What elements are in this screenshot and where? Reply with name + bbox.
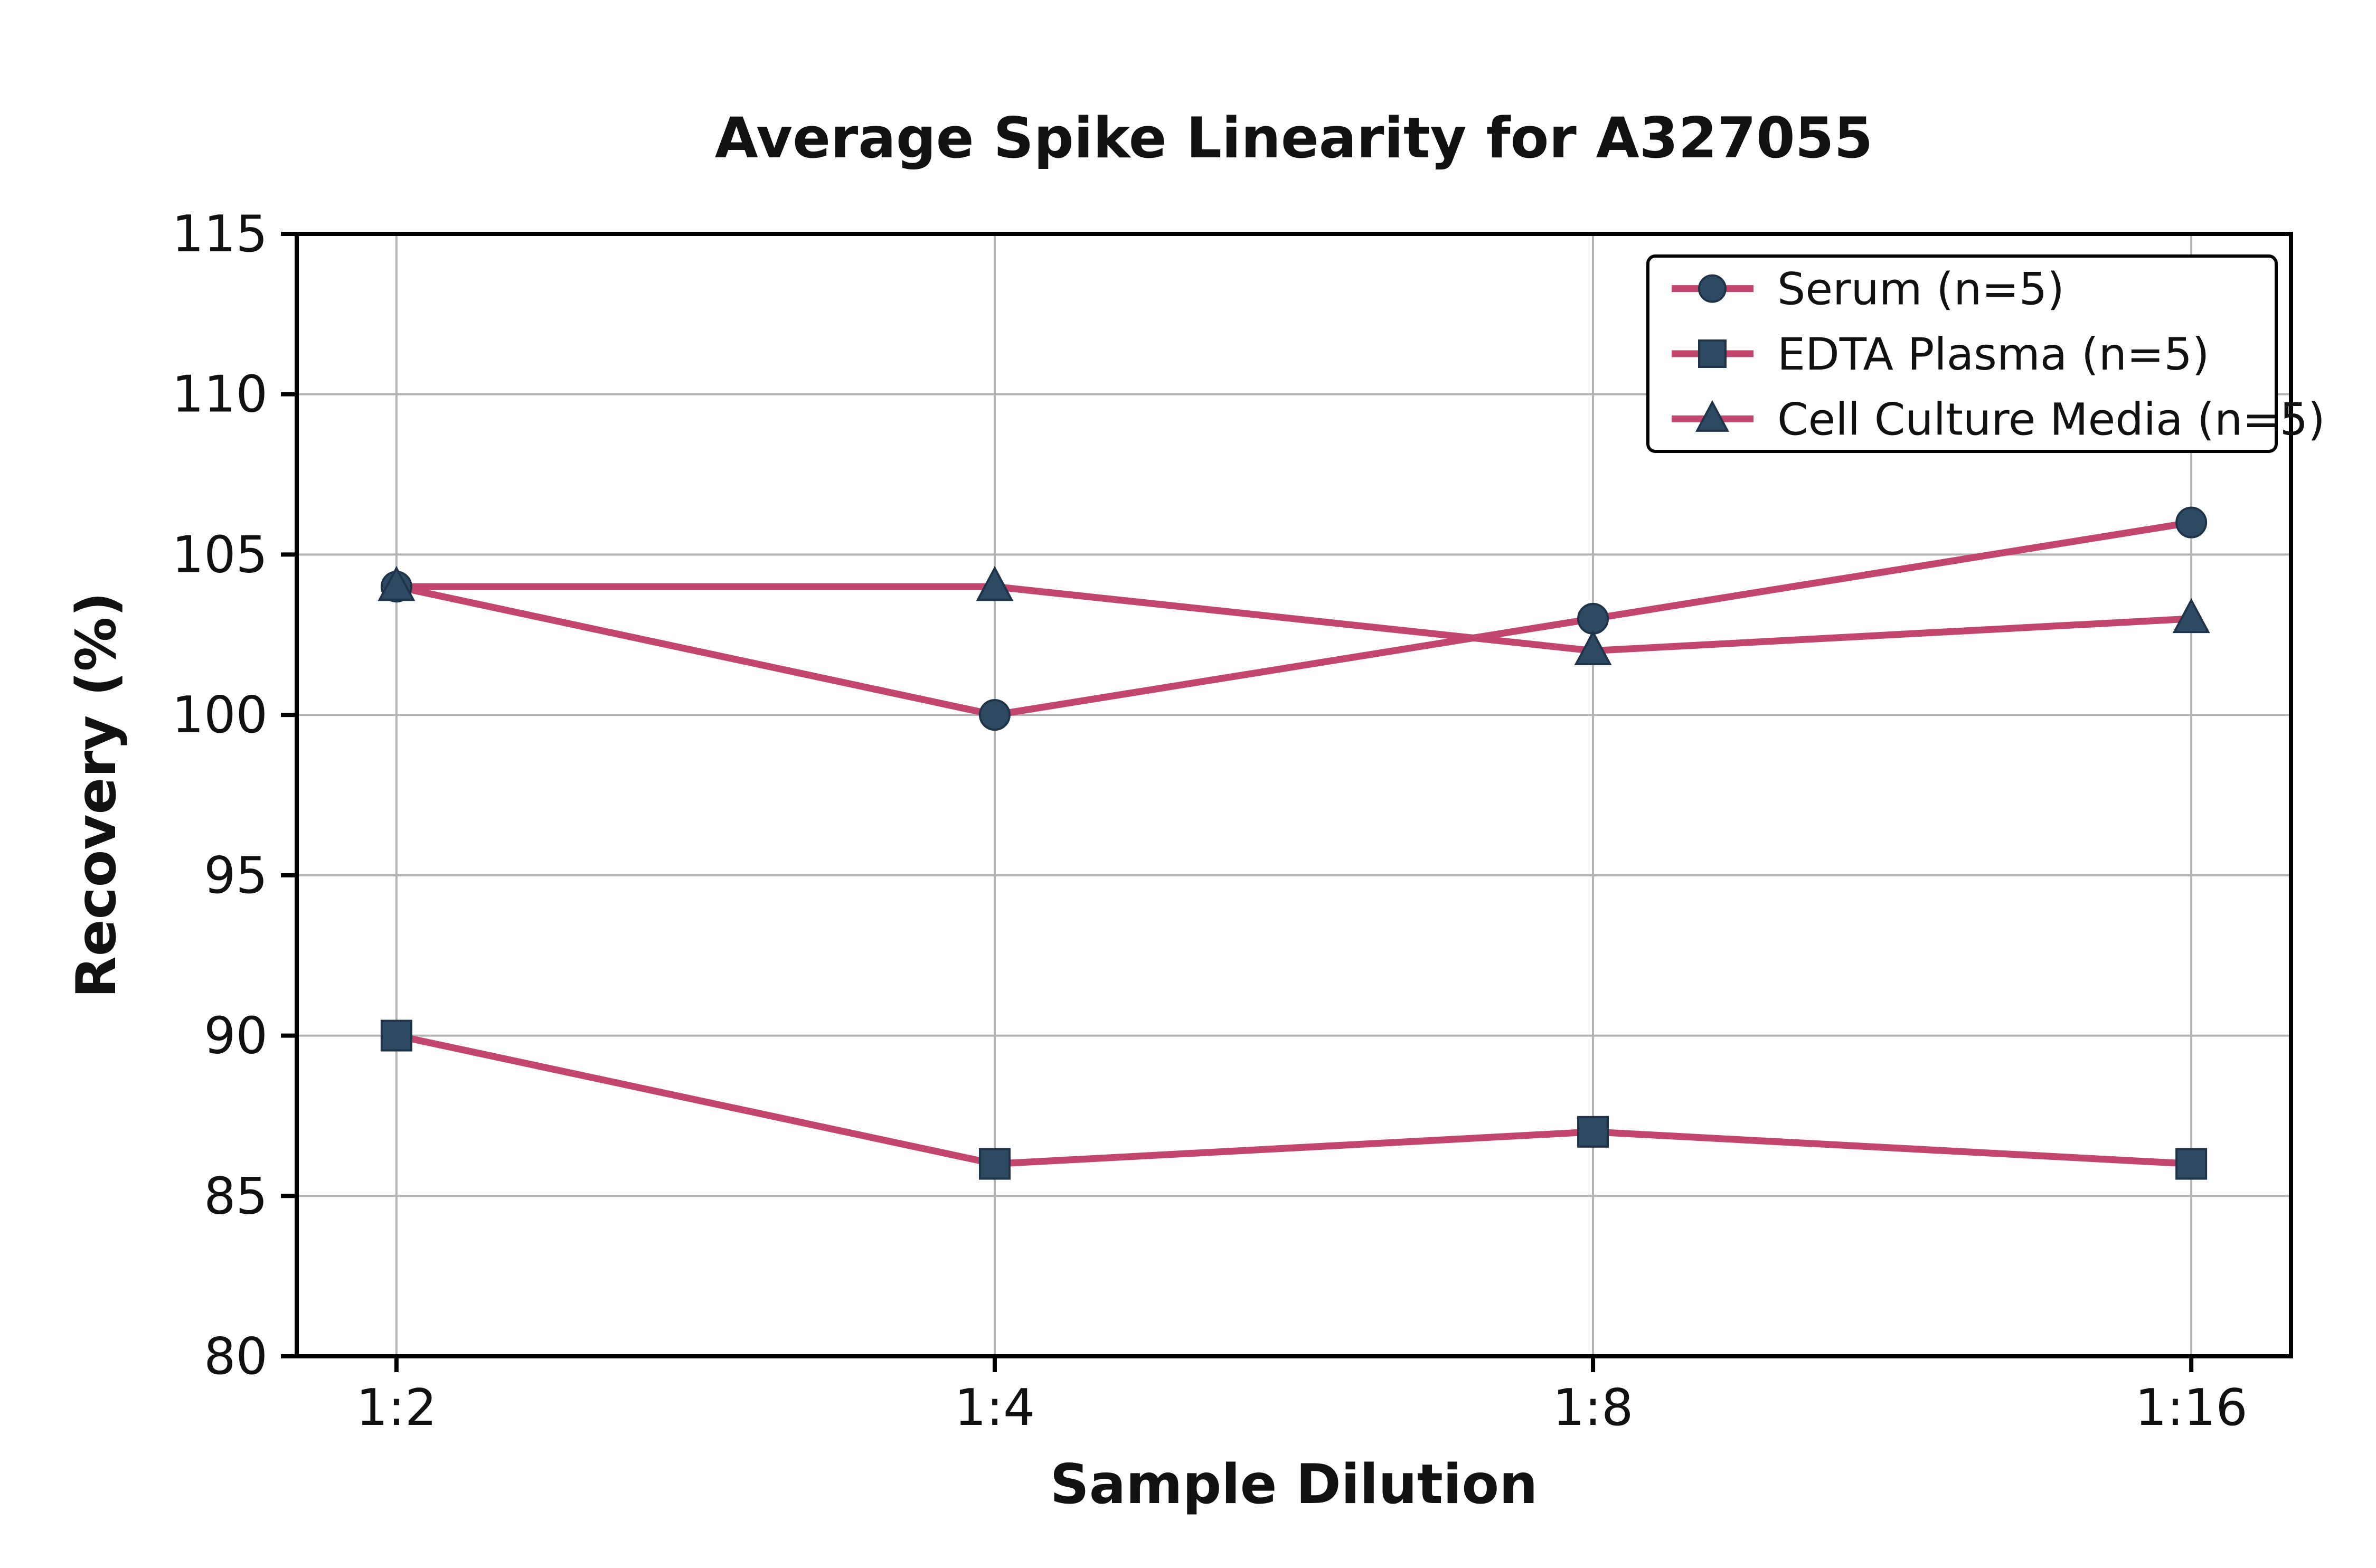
svg-text:105: 105 xyxy=(172,526,268,584)
series-line-2 xyxy=(393,583,2195,655)
legend: Serum (n=5) EDTA Plasma (n=5) Cell Culture… xyxy=(1646,254,2325,453)
x-axis-label: Sample Dilution xyxy=(1050,1453,1538,1516)
axes: 80 85 90 95 100 105 110 115 1:2 1:4 1:8 1:16 xyxy=(172,205,2293,1437)
legend-label-0: Serum (n=5) xyxy=(1777,263,2064,315)
series-markers-1 xyxy=(380,1019,2208,1180)
legend-label-1: EDTA Plasma (n=5) xyxy=(1777,328,2210,380)
svg-text:90: 90 xyxy=(204,1007,268,1065)
svg-text:100: 100 xyxy=(172,686,268,744)
svg-text:85: 85 xyxy=(204,1167,268,1225)
svg-text:1:8: 1:8 xyxy=(1553,1379,1634,1437)
series-line-1 xyxy=(393,1032,2195,1168)
svg-text:1:2: 1:2 xyxy=(356,1379,437,1437)
legend-item-1: EDTA Plasma (n=5) xyxy=(1672,328,2210,380)
svg-text:95: 95 xyxy=(204,847,268,905)
chart-title: Average Spike Linearity for A327055 xyxy=(714,106,1873,171)
svg-text:110: 110 xyxy=(172,366,268,424)
svg-text:1:16: 1:16 xyxy=(2135,1379,2247,1437)
legend-item-2: Cell Culture Media (n=5) xyxy=(1672,393,2325,445)
legend-label-2: Cell Culture Media (n=5) xyxy=(1777,393,2325,445)
series-line-0 xyxy=(393,519,2195,719)
legend-item-0: Serum (n=5) xyxy=(1672,263,2064,315)
series-markers-2 xyxy=(378,565,2210,665)
svg-text:1:4: 1:4 xyxy=(955,1379,1035,1437)
svg-text:80: 80 xyxy=(204,1328,268,1386)
svg-text:115: 115 xyxy=(172,205,268,263)
